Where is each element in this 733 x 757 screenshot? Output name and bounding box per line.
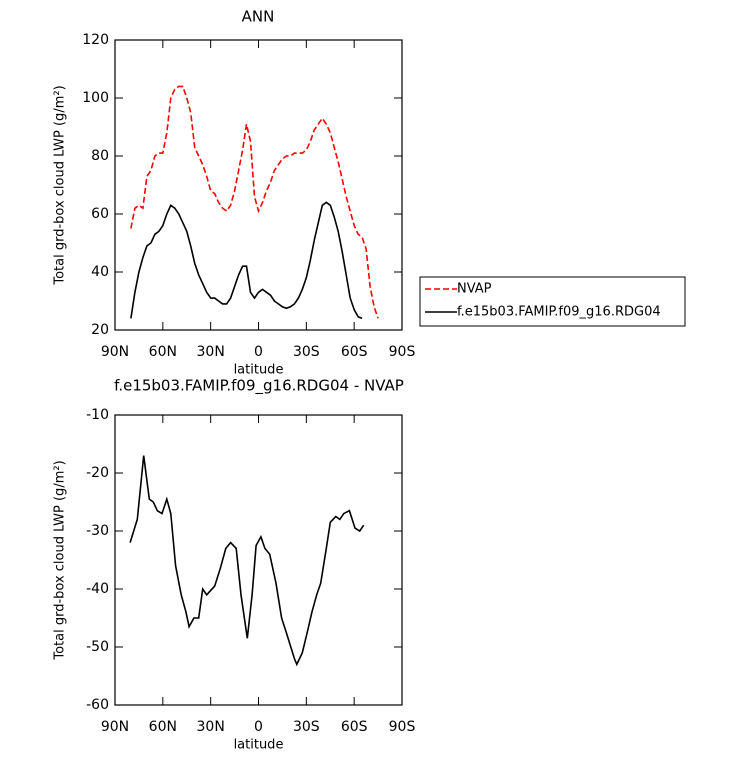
plot-frame	[114, 39, 403, 331]
y-tick-label: -30	[86, 523, 109, 539]
x-tick-label: 0	[254, 344, 263, 360]
series-line	[130, 201, 363, 320]
x-tick-label: 90S	[389, 344, 416, 360]
x-tick-label: 60S	[341, 719, 368, 735]
series-line	[129, 455, 365, 667]
plot-frame	[114, 414, 403, 706]
legend-label: NVAP	[457, 282, 492, 297]
y-axis-label: Total grd-box cloud LWP (g/m²)	[53, 460, 68, 660]
x-axis-label: latitude	[234, 738, 284, 753]
x-tick-label: 60S	[341, 344, 368, 360]
x-axis-label: latitude	[234, 363, 284, 378]
y-axis-label: Total grd-box cloud LWP (g/m²)	[53, 85, 68, 285]
y-tick-label: 80	[91, 148, 109, 164]
x-tick-label: 60N	[149, 719, 177, 735]
chart-title: f.e15b03.FAMIP.f09_g16.RDG04 - NVAP	[114, 377, 404, 396]
x-tick-label: 90S	[389, 719, 416, 735]
legend-label: f.e15b03.FAMIP.f09_g16.RDG04	[457, 305, 661, 320]
series-line	[130, 85, 379, 319]
legend-box	[419, 276, 686, 327]
x-tick-label: 30N	[197, 344, 225, 360]
y-tick-label: -40	[86, 581, 109, 597]
y-tick-label: 60	[91, 206, 109, 222]
y-tick-label: 120	[82, 32, 109, 48]
y-tick-label: 20	[91, 322, 109, 338]
y-tick-label: -20	[86, 465, 109, 481]
chart-title: ANN	[242, 8, 275, 26]
x-tick-label: 30S	[293, 719, 320, 735]
x-tick-label: 30S	[293, 344, 320, 360]
x-tick-label: 0	[254, 719, 263, 735]
y-tick-label: 40	[91, 264, 109, 280]
x-tick-label: 60N	[149, 344, 177, 360]
x-tick-label: 90N	[101, 344, 129, 360]
y-tick-label: 100	[82, 90, 109, 106]
y-tick-label: -60	[86, 697, 109, 713]
y-tick-label: -10	[86, 407, 109, 423]
x-tick-label: 90N	[101, 719, 129, 735]
x-tick-label: 30N	[197, 719, 225, 735]
y-tick-label: -50	[86, 639, 109, 655]
